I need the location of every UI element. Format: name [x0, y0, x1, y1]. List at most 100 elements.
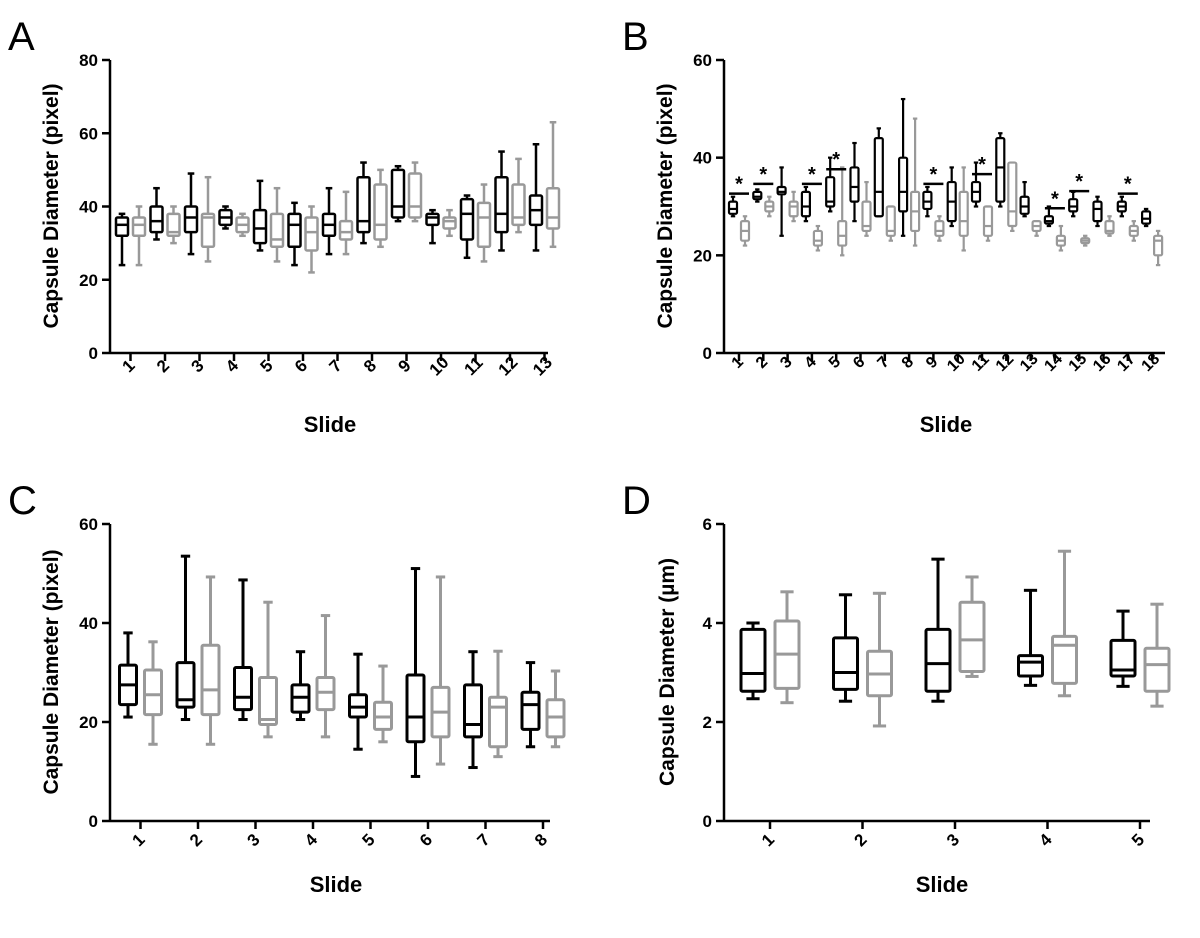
box-black — [356, 161, 371, 245]
x-tick-label-a: 6 — [291, 356, 311, 376]
x-tick-label-c: 7 — [474, 830, 494, 850]
box-black — [832, 593, 859, 703]
box-black — [1109, 609, 1137, 688]
box-iqr — [494, 175, 509, 234]
x-tick-label-d: 5 — [1128, 830, 1148, 850]
box-iqr — [1019, 195, 1030, 215]
box-iqr — [1007, 161, 1018, 228]
box-black — [1140, 207, 1152, 228]
box-iqr — [727, 200, 739, 215]
box-gray — [511, 157, 526, 234]
box-iqr — [200, 643, 221, 717]
box-black — [459, 194, 475, 260]
box-iqr — [1043, 215, 1055, 225]
box-gray — [166, 205, 181, 245]
x-axis-label-a: Slide — [304, 412, 357, 437]
box-iqr — [258, 675, 278, 726]
box-black — [1017, 588, 1044, 687]
box-gray — [1051, 549, 1078, 698]
box-black — [946, 166, 957, 228]
x-tick-label-a: 10 — [426, 353, 453, 380]
box-iqr — [1092, 200, 1103, 223]
box-iqr — [287, 212, 302, 249]
x-tick-label-c: 1 — [129, 830, 149, 850]
panel-label-a: A — [8, 15, 35, 59]
box-iqr — [463, 683, 483, 739]
box-iqr — [545, 186, 561, 230]
x-tick-label-a: 2 — [153, 356, 173, 376]
box-iqr — [752, 190, 763, 201]
y-tick-label-d: 6 — [703, 515, 712, 534]
box-gray — [269, 186, 285, 263]
y-tick-label-b: 0 — [703, 344, 712, 363]
box-black — [114, 212, 130, 267]
box-gray — [1080, 234, 1091, 247]
box-iqr — [183, 205, 199, 234]
box-gray — [1007, 161, 1018, 233]
box-gray — [739, 215, 751, 247]
panel-label-b: B — [622, 15, 649, 59]
box-gray — [1104, 215, 1115, 237]
box-iqr — [143, 668, 163, 717]
x-tick-label-a: 7 — [326, 356, 346, 376]
box-black — [825, 156, 836, 213]
box-iqr — [885, 205, 896, 237]
box-gray — [545, 669, 566, 749]
box-gray — [958, 575, 986, 678]
x-tick-label-a: 11 — [461, 353, 487, 379]
panel-a: A Capsule Diameter (pixel) Slide 0 20 40 60… — [8, 15, 561, 437]
box-iqr — [304, 216, 319, 252]
y-tick-label-b: 40 — [693, 149, 712, 168]
box-gray — [338, 190, 354, 256]
box-black — [321, 186, 337, 256]
x-tick-label-d: 4 — [1036, 830, 1057, 851]
box-iqr — [476, 201, 492, 249]
box-black — [970, 161, 982, 208]
box-iqr — [812, 229, 824, 247]
box-iqr — [131, 216, 147, 238]
box-iqr — [800, 190, 812, 218]
box-black — [897, 97, 909, 237]
box-gray — [488, 649, 508, 759]
y-tick-label-b: 60 — [693, 51, 712, 70]
box-iqr — [233, 666, 253, 712]
box-iqr — [897, 156, 909, 213]
box-iqr — [407, 172, 423, 219]
box-gray — [200, 575, 221, 746]
box-gray — [958, 166, 969, 252]
box-black — [800, 185, 812, 223]
box-black — [175, 554, 196, 722]
box-gray — [304, 205, 319, 274]
box-iqr — [166, 212, 181, 238]
x-tick-label-d: 1 — [758, 830, 778, 850]
box-gray — [1143, 602, 1171, 708]
y-tick-label-a: 20 — [79, 271, 98, 290]
box-black — [849, 141, 860, 223]
box-gray — [258, 600, 278, 739]
box-black — [995, 132, 1006, 208]
box-black — [149, 186, 164, 241]
box-black — [290, 650, 311, 722]
box-iqr — [837, 220, 848, 247]
x-tick-label-c: 8 — [531, 830, 551, 850]
x-tick-label-a: 5 — [257, 356, 277, 376]
box-iqr — [442, 216, 457, 230]
box-iqr — [1140, 210, 1152, 225]
box-black — [739, 621, 767, 701]
x-tick-label-d: 3 — [943, 830, 963, 850]
box-iqr — [488, 695, 508, 749]
x-tick-label-c: 4 — [301, 830, 322, 851]
box-iqr — [511, 183, 526, 227]
panel-label-d: D — [622, 479, 651, 523]
y-tick-label-d: 0 — [703, 812, 712, 831]
box-black — [528, 142, 544, 252]
box-iqr — [1068, 198, 1079, 213]
y-tick-label-a: 80 — [79, 51, 98, 70]
box-gray — [545, 121, 561, 249]
box-iqr — [459, 197, 475, 241]
box-black — [520, 661, 541, 749]
significance-star: * — [735, 174, 743, 196]
box-iqr — [924, 627, 952, 693]
box-gray — [442, 208, 457, 238]
y-tick-label-d: 4 — [703, 614, 713, 633]
